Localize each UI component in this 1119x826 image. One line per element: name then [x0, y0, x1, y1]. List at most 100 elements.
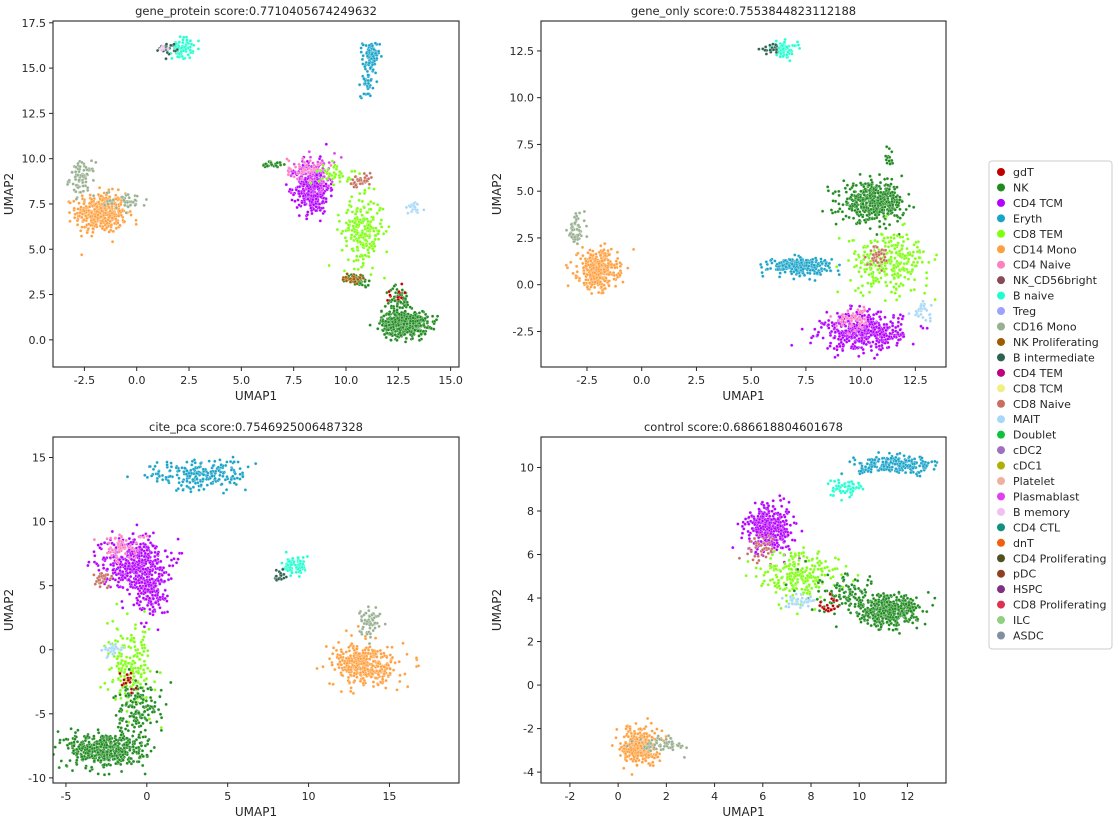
scatter-point — [801, 328, 804, 331]
scatter-point — [837, 338, 840, 341]
scatter-point — [874, 335, 877, 338]
scatter-point — [850, 345, 853, 348]
scatter-point — [884, 155, 887, 158]
scatter-point — [811, 258, 814, 261]
scatter-point — [113, 222, 116, 225]
scatter-point — [303, 161, 306, 164]
scatter-point — [592, 264, 595, 267]
scatter-point — [80, 161, 83, 164]
scatter-point — [898, 285, 901, 288]
scatter-point — [575, 215, 578, 218]
scatter-point — [74, 213, 77, 216]
scatter-point — [761, 271, 764, 274]
scatter-point — [912, 206, 915, 209]
scatter-point — [388, 324, 391, 327]
scatter-point — [614, 285, 617, 288]
scatter-point — [855, 258, 858, 261]
scatter-point — [421, 310, 424, 313]
scatter-point — [404, 310, 407, 313]
scatter-point — [77, 162, 80, 165]
scatter-point — [599, 254, 602, 257]
scatter-point — [779, 272, 782, 275]
scatter-point — [124, 751, 127, 754]
scatter-point — [884, 249, 887, 252]
scatter-point — [852, 184, 855, 187]
scatter-point — [886, 184, 889, 187]
plot-area — [53, 437, 459, 783]
scatter-point — [893, 188, 896, 191]
scatter-point — [115, 198, 118, 201]
scatter-point — [586, 273, 589, 276]
scatter-point — [829, 269, 832, 272]
scatter-point — [319, 169, 322, 172]
scatter-point — [83, 226, 86, 229]
scatter-point — [355, 210, 358, 213]
scatter-point — [289, 188, 292, 191]
scatter-point — [403, 333, 406, 336]
scatter-point — [918, 256, 921, 259]
scatter-point — [91, 231, 94, 234]
scatter-point — [571, 225, 574, 228]
scatter-point — [894, 326, 897, 329]
scatter-point — [115, 206, 118, 209]
scatter-point — [406, 303, 409, 306]
scatter-point — [322, 164, 325, 167]
scatter-point — [604, 287, 607, 290]
scatter-point — [837, 319, 840, 322]
scatter-point — [95, 223, 98, 226]
scatter-point — [836, 312, 839, 315]
scatter-point — [400, 283, 403, 286]
x-tick-label: 15.0 — [438, 374, 463, 387]
scatter-point — [79, 191, 82, 194]
scatter-point — [413, 329, 416, 332]
scatter-point — [603, 268, 606, 271]
scatter-point — [369, 200, 372, 203]
y-tick-label: 2.5 — [29, 289, 47, 302]
scatter-point — [69, 220, 72, 223]
scatter-point — [368, 187, 371, 190]
scatter-point — [136, 195, 139, 198]
scatter-point — [872, 313, 875, 316]
scatter-point — [805, 264, 808, 267]
scatter-point — [369, 79, 372, 82]
scatter-point — [784, 271, 787, 274]
scatter-point — [848, 339, 851, 342]
scatter-point — [266, 165, 269, 168]
scatter-point — [887, 346, 890, 349]
scatter-point — [855, 201, 858, 204]
scatter-point — [591, 283, 594, 286]
scatter-point — [894, 292, 897, 295]
scatter-point — [865, 268, 868, 271]
scatter-point — [401, 289, 404, 292]
scatter-point — [352, 225, 355, 228]
scatter-point — [90, 219, 93, 222]
scatter-point — [598, 251, 601, 254]
scatter-point — [879, 181, 882, 184]
scatter-point — [94, 215, 97, 218]
scatter-point — [871, 217, 874, 220]
scatter-point — [830, 258, 833, 261]
scatter-point — [855, 195, 858, 198]
scatter-point — [115, 738, 118, 741]
scatter-point — [858, 255, 861, 258]
scatter-point — [773, 260, 776, 263]
scatter-point — [114, 194, 117, 197]
scatter-point — [858, 325, 861, 328]
scatter-point — [97, 728, 100, 731]
scatter-point — [369, 324, 372, 327]
scatter-point — [857, 287, 860, 290]
scatter-point — [306, 213, 309, 216]
scatter-point — [929, 317, 932, 320]
y-tick-label: 2.5 — [517, 232, 535, 245]
scatter-point — [323, 210, 326, 213]
scatter-point — [307, 193, 310, 196]
scatter-point — [74, 731, 77, 734]
x-tick-label: -2.5 — [74, 374, 95, 387]
scatter-point — [859, 318, 862, 321]
scatter-point — [73, 216, 76, 219]
scatter-point — [81, 181, 84, 184]
scatter-point — [350, 170, 353, 173]
scatter-point — [900, 323, 903, 326]
scatter-point — [316, 185, 319, 188]
scatter-point — [880, 336, 883, 339]
